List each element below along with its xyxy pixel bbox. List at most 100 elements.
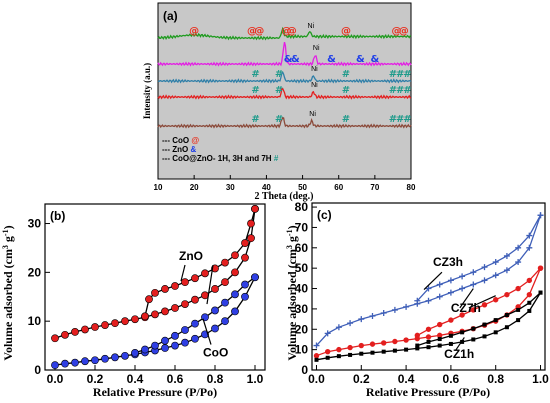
legend-text: --- CoO [162, 136, 191, 145]
data-point [201, 269, 209, 278]
x-tick-label: 0.4 [398, 372, 415, 386]
data-point [111, 319, 119, 328]
phase-marker: # [342, 114, 350, 125]
y-tick-label: 40 [295, 282, 309, 296]
data-point [211, 306, 219, 315]
phase-marker: # [275, 69, 283, 80]
panel-b-y-axis-label: Volume adsorbed (cm3 g-1) [1, 225, 15, 360]
phase-marker: # [251, 114, 259, 125]
x-tick-label: 60 [334, 183, 343, 192]
data-point [470, 281, 477, 288]
x-tick-label: 0.0 [47, 372, 64, 386]
phase-marker: @ [287, 26, 297, 37]
y-tick-label: 20 [295, 322, 309, 336]
phase-marker: # [275, 85, 283, 96]
phase-marker: @ [399, 26, 409, 37]
data-point [391, 306, 398, 313]
data-point [81, 357, 89, 366]
data-point [61, 359, 69, 368]
data-point [538, 290, 543, 295]
x-tick-label: 80 [407, 183, 416, 192]
data-point [161, 344, 169, 352]
data-point [380, 340, 387, 346]
x-tick-label: 40 [262, 183, 271, 192]
data-point [470, 269, 477, 276]
data-point [111, 353, 119, 362]
data-point [437, 321, 443, 328]
data-point [221, 258, 229, 267]
series-label-cz1h: CZ1h [444, 347, 474, 361]
phase-marker: # [275, 114, 283, 125]
legend-entry: --- CoO@ZnO- 1H, 3H and 7H # [162, 154, 279, 163]
data-point [247, 234, 255, 243]
data-point [492, 272, 499, 279]
panel-b-x-axis-label: Relative Pressure (P/Po) [93, 385, 217, 399]
data-point [313, 342, 320, 349]
data-point [71, 328, 79, 336]
y-tick-label: 70 [295, 220, 309, 234]
data-point [503, 267, 510, 274]
annotation-arrow [459, 288, 474, 309]
data-point [191, 295, 199, 304]
data-point [403, 303, 410, 310]
data-point [145, 295, 153, 304]
phase-marker: & [356, 54, 365, 65]
x-tick-label: 10 [154, 183, 163, 192]
data-point [526, 232, 533, 239]
phase-marker: @ [281, 26, 291, 37]
data-point [425, 285, 432, 292]
data-point [504, 313, 509, 318]
data-point [71, 358, 79, 367]
data-point [437, 343, 442, 348]
data-point [459, 273, 466, 280]
data-point [251, 273, 259, 282]
phase-marker: # [389, 85, 397, 96]
panel-b-series: ZnO CoO [51, 204, 259, 370]
data-point [537, 265, 544, 271]
ni-peak-label: Ni [309, 111, 316, 118]
y-tick-label: 0 [34, 363, 41, 377]
data-point [516, 318, 521, 323]
data-point [347, 344, 353, 351]
data-point [324, 348, 331, 355]
xrd-pattern-line [157, 26, 412, 41]
data-point [380, 309, 387, 316]
panel-a-label: (a) [163, 9, 178, 23]
data-point [493, 297, 499, 303]
data-point [121, 317, 129, 326]
panel-b-label: (b) [50, 209, 65, 223]
data-point [403, 337, 409, 343]
data-point [241, 280, 249, 289]
data-point [436, 281, 443, 288]
x-tick-label: 0.4 [127, 372, 144, 386]
data-point [369, 313, 376, 320]
data-point [171, 341, 179, 350]
y-tick-label: 60 [295, 241, 309, 255]
data-point [437, 332, 443, 339]
data-point [515, 259, 522, 266]
y-tick-label: 30 [295, 302, 309, 316]
phase-marker: @ [254, 26, 264, 37]
data-point [91, 323, 99, 331]
phase-marker: @ [392, 26, 402, 37]
panel-c-y-axis-label: Volume adsorbed (cm3 g-1) [285, 225, 299, 360]
panel-b: (b) 0.0 0.2 0.4 0.6 0.8 1.0 0 10 20 30 ZnO CoO Rel… [1, 203, 266, 399]
ni-peak-label: Ni [313, 45, 320, 52]
data-point [459, 285, 466, 292]
data-point [231, 290, 239, 299]
data-point [459, 312, 465, 318]
data-point [313, 353, 320, 359]
data-point [425, 297, 432, 304]
data-point [51, 334, 59, 343]
data-point [414, 297, 421, 304]
x-tick-label: 20 [190, 183, 199, 192]
x-tick-label: 0.2 [353, 372, 370, 386]
data-point [448, 317, 454, 323]
x-tick-label: 1.0 [532, 372, 549, 386]
panel-a-legend: --- CoO @--- ZnO &--- CoO@ZnO- 1H, 3H an… [162, 136, 279, 163]
data-point [211, 285, 219, 293]
x-tick-label: 0.6 [443, 372, 460, 386]
y-tick-label: 10 [28, 314, 42, 328]
data-point [101, 354, 109, 363]
data-point [448, 341, 453, 346]
